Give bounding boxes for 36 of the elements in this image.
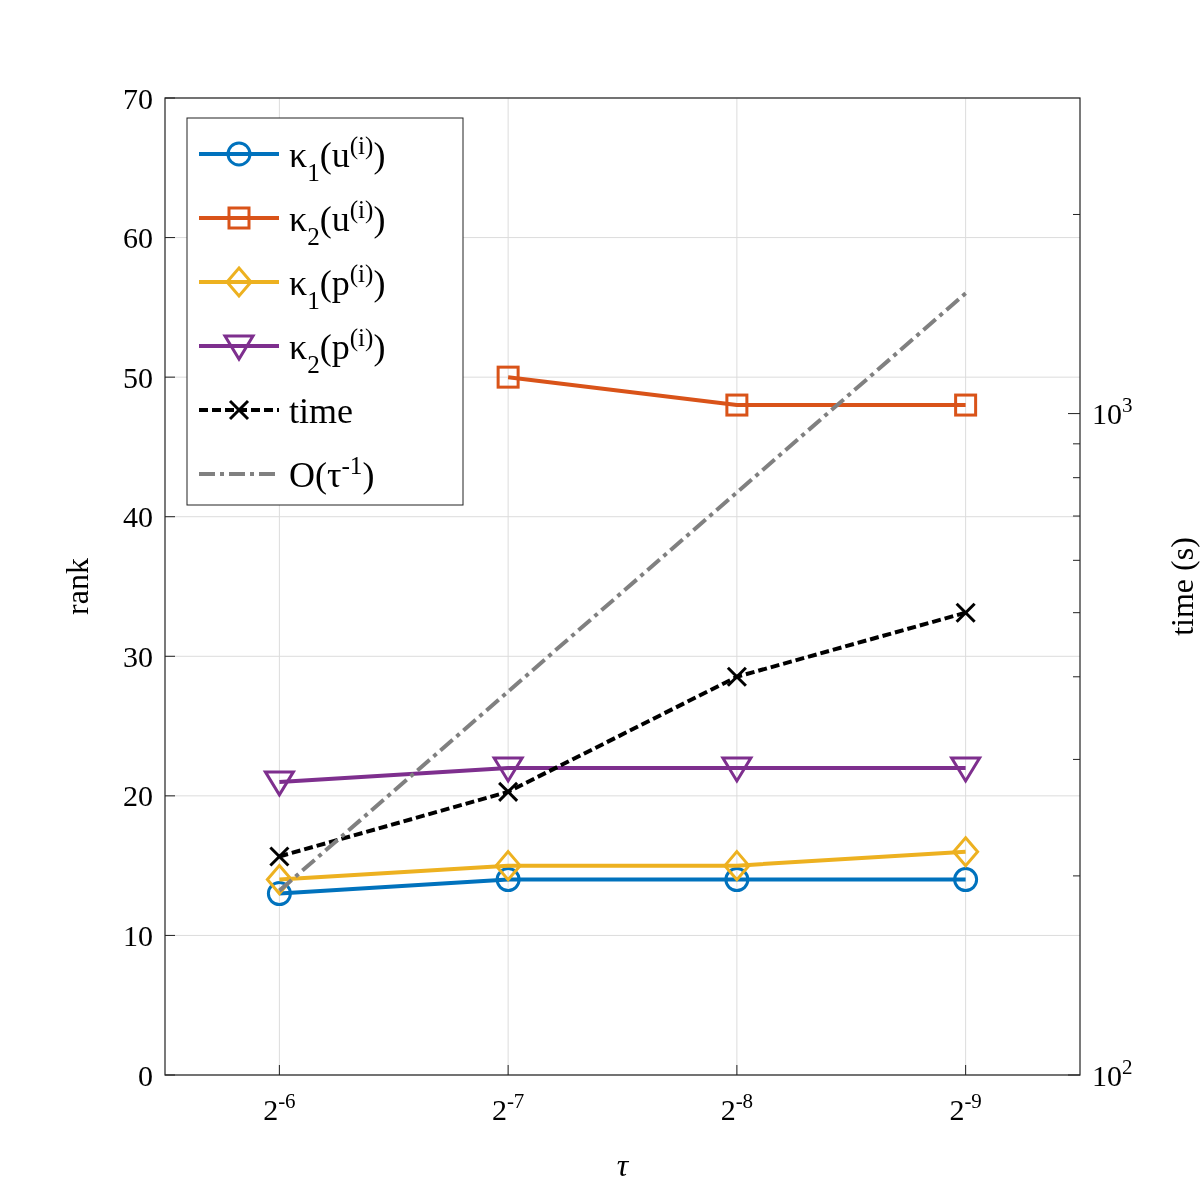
legend-label: κ$_{2}$(p$^{(i)}$) <box>289 323 386 378</box>
point <box>950 756 982 783</box>
y-tick-label: 10 <box>123 918 153 952</box>
point <box>724 867 750 893</box>
legend-label: κ$_{2}$(u$^{(i)}$) <box>289 195 386 250</box>
point <box>495 867 521 893</box>
y2-tick-label: 10$^{2}$ <box>1092 1054 1133 1092</box>
point <box>494 850 522 882</box>
legend-label: time <box>289 390 353 431</box>
x-tick-label: 2$^{-8}$ <box>720 1089 754 1126</box>
y2-axis-title: time (s) <box>1164 537 1200 636</box>
y-tick-label: 60 <box>123 221 153 255</box>
y-axis-title: rank <box>59 558 95 615</box>
y-tick-label: 50 <box>123 360 153 394</box>
y-tick-label: 20 <box>123 779 153 813</box>
legend-label: κ$_{1}$(p$^{(i)}$) <box>289 259 386 314</box>
point <box>723 850 751 882</box>
point <box>263 770 295 797</box>
point <box>953 867 979 893</box>
point <box>725 393 749 417</box>
y2-tick-label: 10$^{3}$ <box>1092 393 1133 431</box>
point <box>492 756 524 783</box>
y-tick-label: 30 <box>123 639 153 673</box>
x-tick-label: 2$^{-7}$ <box>491 1089 525 1126</box>
y-tick-label: 40 <box>123 500 153 534</box>
y-tick-label: 70 <box>123 81 153 115</box>
point <box>954 393 978 417</box>
x-tick-label: 2$^{-6}$ <box>263 1089 296 1126</box>
y-tick-label: 0 <box>138 1058 153 1092</box>
point <box>952 836 980 868</box>
legend-label: κ$_{1}$(u$^{(i)}$) <box>289 131 386 186</box>
x-axis-title: τ <box>616 1147 630 1183</box>
point <box>496 365 520 389</box>
point <box>721 756 753 783</box>
legend-label: O(τ$^{-1}$) <box>289 451 375 495</box>
x-tick-label: 2$^{-9}$ <box>949 1089 982 1126</box>
